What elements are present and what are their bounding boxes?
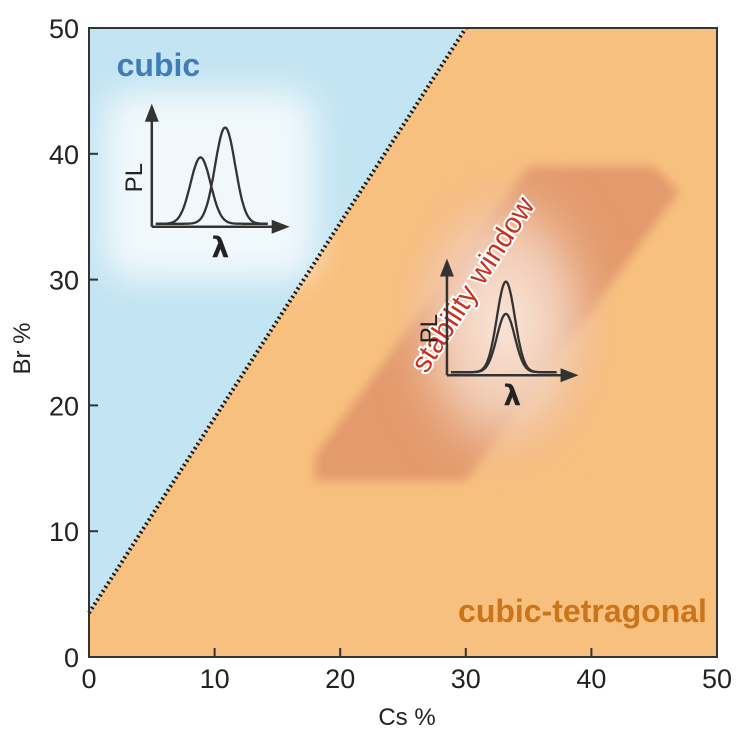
- cubic-region-label: cubic: [117, 47, 201, 83]
- inset-lambda-label: λ: [212, 231, 230, 264]
- cubic-inset-glow: [104, 90, 316, 280]
- inset-pl-curve: [451, 312, 557, 374]
- inset-x-arrow-icon: [560, 368, 579, 383]
- y-tick-label: 50: [49, 14, 79, 44]
- x-tick-label: 20: [325, 664, 355, 694]
- stability-window-region: [315, 160, 680, 488]
- cubic-tetragonal-region-label: cubic-tetragonal: [458, 593, 707, 629]
- inset-x-arrow-icon: [271, 219, 290, 234]
- inset-pl-label: PL: [121, 163, 148, 192]
- x-tick-label: 30: [451, 664, 481, 694]
- inset-pl-label: PL: [416, 314, 443, 343]
- x-tick-label: 50: [702, 664, 732, 694]
- y-tick-label: 40: [49, 140, 79, 170]
- y-tick-label: 10: [49, 517, 79, 547]
- y-tick-label: 0: [64, 643, 79, 673]
- inset-lambda-label: λ: [503, 379, 521, 412]
- x-tick-label: 10: [200, 664, 230, 694]
- stability-window-pl-inset: PL λ: [416, 258, 579, 412]
- inset-y-arrow-icon: [439, 258, 454, 277]
- plot-frame: [88, 27, 718, 658]
- x-axis-title: Cs %: [378, 704, 435, 731]
- x-tick-label: 40: [576, 664, 606, 694]
- inset-y-arrow-icon: [144, 103, 159, 122]
- inset-pl-curve: [155, 126, 268, 225]
- cubic-pl-inset: PL λ: [121, 103, 290, 264]
- phase-boundary-line: [87, 26, 468, 615]
- y-tick-label: 30: [49, 266, 79, 296]
- x-tick-label: 0: [81, 664, 96, 694]
- y-tick-label: 20: [49, 391, 79, 421]
- y-axis-title: Br %: [9, 322, 36, 374]
